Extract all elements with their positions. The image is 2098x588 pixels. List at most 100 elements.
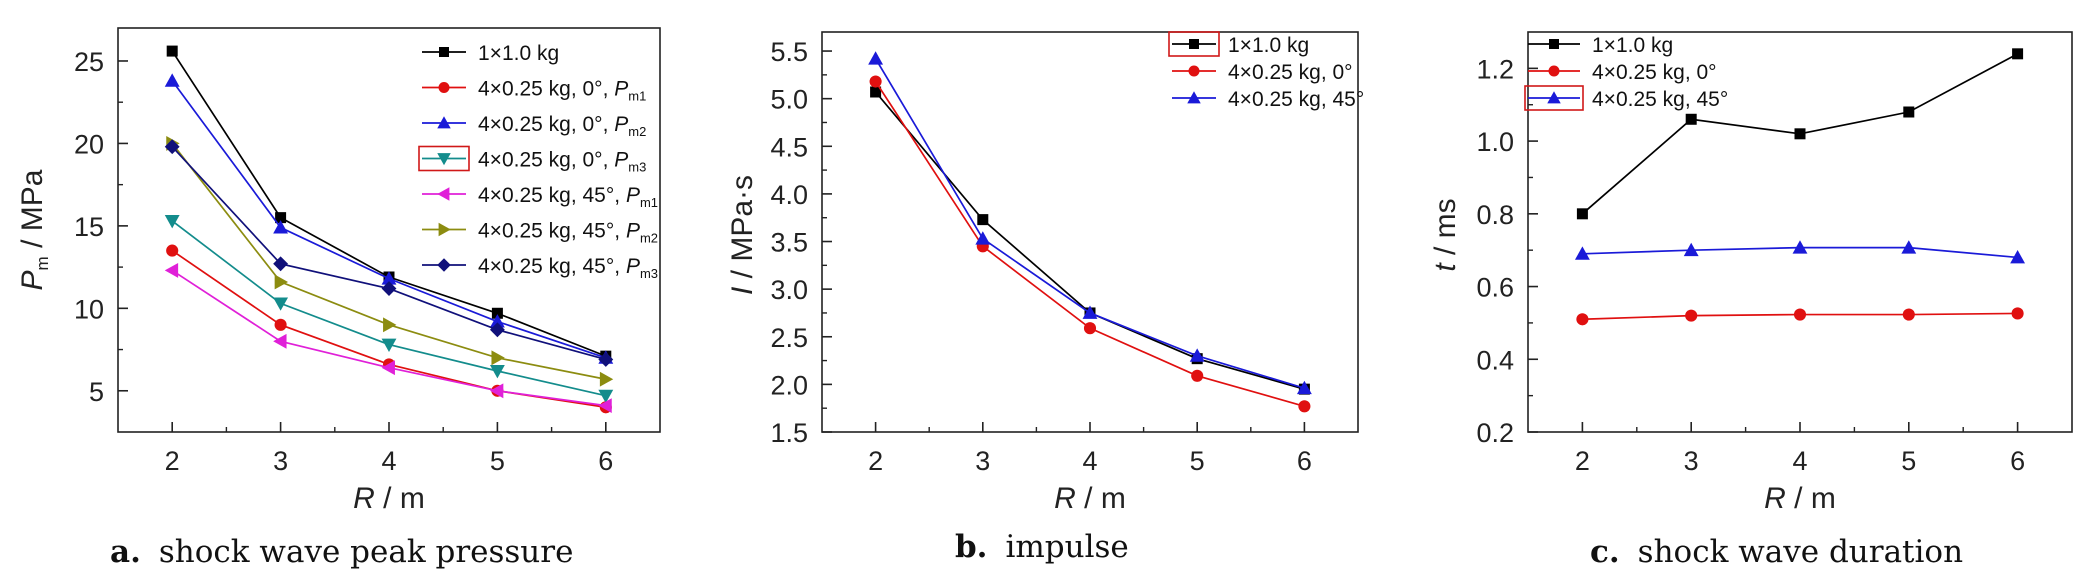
y-tick-label: 0.6 [1476,273,1514,303]
y-tick-label: 4.0 [770,180,808,210]
series-3 [868,51,1312,395]
y-tick-label: 1.5 [770,418,808,448]
y-tick-label: 0.8 [1476,200,1514,230]
y-tick-label: 5 [89,377,104,407]
data-point [489,365,505,379]
series-2 [1576,307,2024,326]
legend-label: 1×1.0 kg [478,42,559,65]
data-point [383,317,397,333]
data-point [381,271,397,285]
legend-marker [1188,65,1200,77]
data-point [870,86,882,98]
y-tick-label: 5.5 [770,37,808,67]
data-point [1576,208,1588,220]
data-point [166,244,179,257]
x-tick-label: 6 [1297,446,1312,476]
data-point [1794,128,1806,140]
legend: 1×1.0 kg 4×0.25 kg, 0° 4×0.25 kg, 45° [1524,34,1728,111]
x-tick-label: 2 [1575,446,1590,476]
legend-marker [1189,39,1199,49]
legend-marker [437,116,451,129]
data-point [868,51,884,65]
y-axis-label: I / MPa·s [726,175,759,295]
y-tick-label: 1.0 [1476,127,1514,157]
data-point [381,360,395,376]
data-point [164,262,179,278]
data-point [1793,308,1807,321]
data-point [1902,308,1915,321]
data-point [491,350,505,366]
legend-label: 4×0.25 kg, 45°, Pm3 [478,255,658,281]
legend-label: 4×0.25 kg, 0°, Pm2 [478,113,646,139]
y-tick-label: 5.0 [770,85,808,115]
legend-marker [437,258,451,272]
legend-marker [437,187,450,201]
data-point [869,75,882,88]
legend-label: 4×0.25 kg, 45°, Pm2 [478,220,658,246]
legend-label: 4×0.25 kg, 0° [1592,61,1717,84]
data-point [273,256,289,272]
panel-caption: c. shock wave duration [1590,534,1963,570]
series-1 [870,86,1310,395]
y-tick-label: 10 [74,294,104,324]
data-point [2011,307,2024,320]
legend-marker [439,47,449,57]
x-tick-label: 6 [2010,446,2025,476]
legend-marker [438,222,451,237]
series-5 [164,262,612,414]
y-axis-label: Pm / MPa [16,169,52,290]
data-point [1576,313,1589,326]
data-point [274,318,287,331]
data-point [274,274,289,290]
y-tick-label: 1.2 [1476,54,1514,84]
legend: 1×1.0 kg 4×0.25 kg, 0°, Pm1 4×0.25 kg, 0°,… [418,42,658,281]
legend-marker [438,82,450,93]
data-point [1083,322,1097,335]
data-point [1191,369,1204,382]
data-point [273,333,287,349]
x-tick-label: 6 [598,446,613,476]
series-4 [164,214,614,404]
data-point [977,214,989,226]
data-point [381,338,397,353]
data-point [1792,240,1808,254]
series-3 [1574,240,2026,264]
chart-a: 2 3 4 5 6 5 10 15 20 25 R / m Pm / MPa 1×1.0 kg 4×0.2… [16,27,661,570]
data-point [1189,348,1205,362]
data-point [275,212,287,224]
legend-highlight-box [418,145,470,172]
y-tick-label: 3.5 [770,228,808,258]
x-tick-label: 3 [273,446,288,476]
legend-marker [1547,91,1561,104]
legend: 1×1.0 kg 4×0.25 kg, 0° 4×0.25 kg, 45° [1168,31,1364,111]
data-point [598,389,614,404]
x-tick-label: 4 [1792,446,1807,476]
x-tick-label: 5 [1901,446,1916,476]
legend-label: 4×0.25 kg, 0°, Pm1 [478,78,646,104]
series-1 [1576,48,2024,220]
data-point [1903,106,1915,118]
data-point [598,398,612,414]
panel-caption: b. impulse [955,529,1129,565]
x-axis-label: R / m [1054,482,1126,515]
data-point [1901,240,1917,254]
y-tick-label: 4.5 [770,132,808,162]
data-point [273,297,289,311]
data-point [489,314,505,328]
legend-highlight-box [1168,31,1220,57]
chart-c: 2 3 4 5 6 0.2 0.4 0.6 0.8 1.0 1.2 R / m t / ms 1×1.0 … [1429,31,2073,570]
y-tick-label: 2.0 [770,370,808,400]
legend-highlight-box [1524,85,1584,111]
data-point [164,73,180,87]
data-point [166,45,178,57]
x-tick-label: 5 [1190,446,1205,476]
x-tick-label: 3 [975,446,990,476]
x-tick-label: 4 [381,446,396,476]
data-point [164,214,180,229]
panel-caption: a. shock wave peak pressure [110,534,573,570]
y-tick-label: 3.0 [770,275,808,305]
data-point [273,220,289,234]
series-2 [869,75,1311,413]
series-line [874,91,1305,390]
